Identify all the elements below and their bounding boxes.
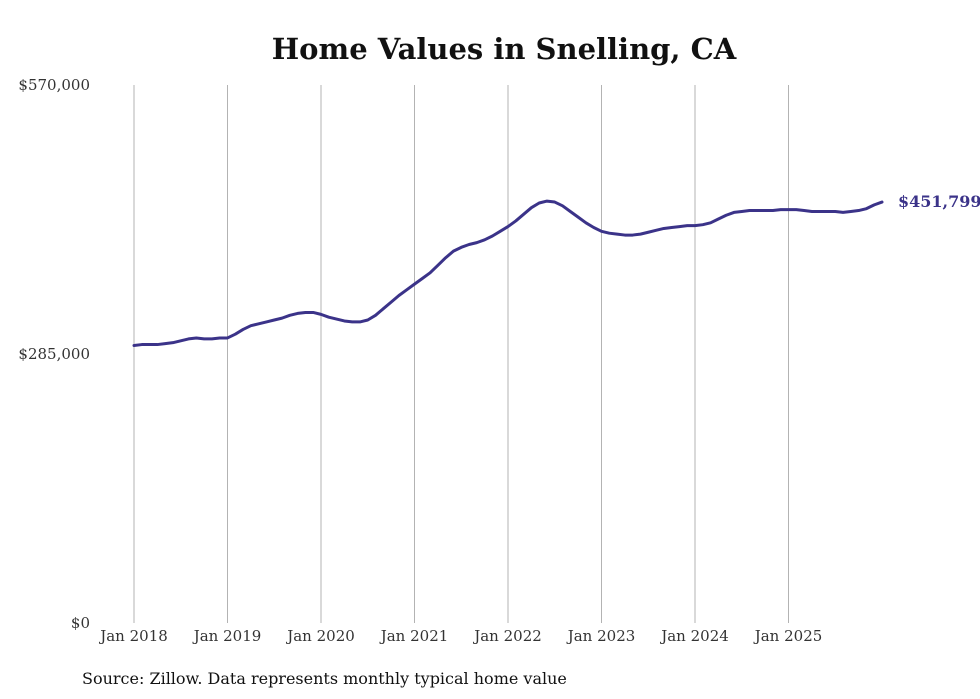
y-tick-label-2: $570,000 [18,76,90,94]
x-tick-label-7: Jan 2025 [753,627,823,645]
x-tick-label-0: Jan 2018 [98,627,168,645]
vertical-gridlines [133,85,789,623]
x-tick-label-4: Jan 2022 [472,627,542,645]
series-end-value-label-0: $451,799 [898,192,980,211]
x-axis-ticks: Jan 2018 Jan 2019 Jan 2020 Jan 2021 Jan 2022… [98,627,822,645]
y-tick-label-1: $285,000 [18,345,90,363]
x-tick-label-3: Jan 2021 [379,627,449,645]
source-note: Source: Zillow. Data represents monthly … [82,669,567,688]
x-tick-label-2: Jan 2020 [285,627,355,645]
x-tick-label-1: Jan 2019 [192,627,262,645]
x-tick-label-5: Jan 2023 [566,627,636,645]
x-tick-label-6: Jan 2024 [659,627,729,645]
y-tick-label-0: $0 [71,614,90,632]
chart-title: Home Values in Snelling, CA [272,32,737,66]
series-group: $451,799 [132,192,980,348]
series-line-0 [132,199,884,348]
y-axis-ticks: $0 $285,000 $570,000 [18,76,90,632]
